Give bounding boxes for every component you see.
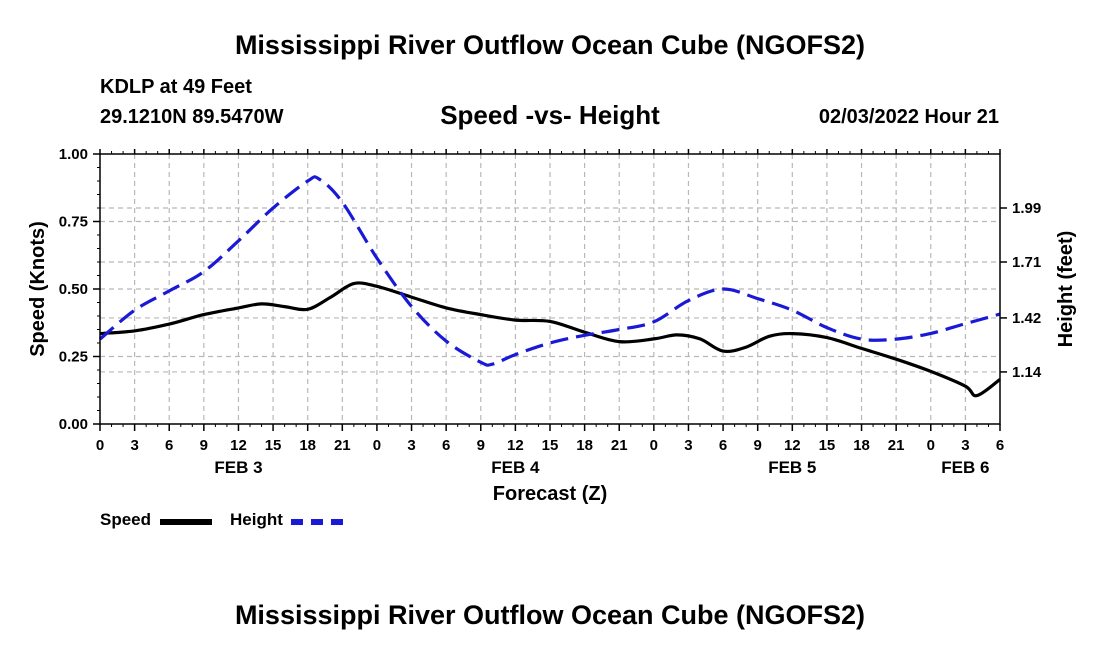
legend-speed-line <box>160 519 212 525</box>
x-tick-label: 15 <box>542 437 559 454</box>
x-tick-label: 18 <box>576 437 593 454</box>
legend-height-line <box>291 519 343 525</box>
forecast-datetime: 02/03/2022 Hour 21 <box>818 106 999 128</box>
y-tick-label: 0.00 <box>59 416 88 433</box>
axes: 0 3 6 9 12 15 18 21 0 3 6 9 12 15 18 21 0 3 6 9 12 15 18 21 0 3 6F… <box>59 146 1042 477</box>
day-label: FEB 5 <box>768 458 816 477</box>
x-tick-label: 12 <box>230 437 247 454</box>
series-speed-line <box>99 281 1001 398</box>
x-tick-label: 12 <box>784 437 801 454</box>
x-tick-label: 18 <box>299 437 316 454</box>
grid-lines <box>100 154 1000 424</box>
x-tick-label: 3 <box>684 437 692 454</box>
x-tick-label: 3 <box>961 437 969 454</box>
y-tick-label: 0.50 <box>59 281 88 298</box>
day-label: FEB 3 <box>214 458 262 477</box>
y-tick-label-right: 1.71 <box>1012 254 1041 271</box>
chart-subtitle: Speed -vs- Height <box>440 100 660 130</box>
x-tick-label: 9 <box>477 437 485 454</box>
y-tick-label: 1.00 <box>59 146 88 163</box>
y-tick-label-right: 1.42 <box>1012 310 1041 327</box>
y-tick-label: 0.25 <box>59 349 88 366</box>
y-axis-label: Speed (Knots) <box>27 221 49 357</box>
x-tick-label: 3 <box>130 437 138 454</box>
legend-speed-label: Speed <box>100 510 152 529</box>
y-axis-label-right: Height (feet) <box>1055 231 1077 348</box>
x-tick-label: 21 <box>334 437 351 454</box>
x-tick-label: 0 <box>927 437 935 454</box>
x-tick-label: 6 <box>719 437 727 454</box>
legend-height-label: Height <box>230 510 283 529</box>
x-tick-label: 3 <box>407 437 415 454</box>
station-label: KDLP at 49 Feet <box>100 76 252 98</box>
series-height-line <box>98 175 1001 367</box>
y-tick-label: 0.75 <box>59 214 88 231</box>
x-tick-label: 9 <box>754 437 762 454</box>
station-coordinates: 29.1210N 89.5470W <box>100 106 284 128</box>
y-tick-label-right: 1.14 <box>1012 364 1042 381</box>
x-tick-label: 6 <box>442 437 450 454</box>
day-label: FEB 4 <box>491 458 540 477</box>
x-tick-label: 0 <box>650 437 658 454</box>
x-tick-label: 15 <box>819 437 836 454</box>
day-label: FEB 6 <box>941 458 989 477</box>
x-tick-label: 0 <box>373 437 381 454</box>
x-axis-label: Forecast (Z) <box>493 483 607 505</box>
x-tick-label: 12 <box>507 437 524 454</box>
y-tick-label-right: 1.99 <box>1012 200 1041 217</box>
x-tick-label: 6 <box>996 437 1004 454</box>
footer-title: Mississippi River Outflow Ocean Cube (NG… <box>234 600 866 630</box>
series-layer <box>98 175 1001 398</box>
x-tick-label: 21 <box>888 437 905 454</box>
x-tick-label: 15 <box>265 437 282 454</box>
x-tick-label: 9 <box>200 437 208 454</box>
chart-title: Mississippi River Outflow Ocean Cube (NG… <box>234 30 866 60</box>
x-tick-label: 0 <box>96 437 104 454</box>
x-tick-label: 6 <box>165 437 173 454</box>
x-tick-label: 21 <box>611 437 628 454</box>
x-tick-label: 18 <box>853 437 870 454</box>
